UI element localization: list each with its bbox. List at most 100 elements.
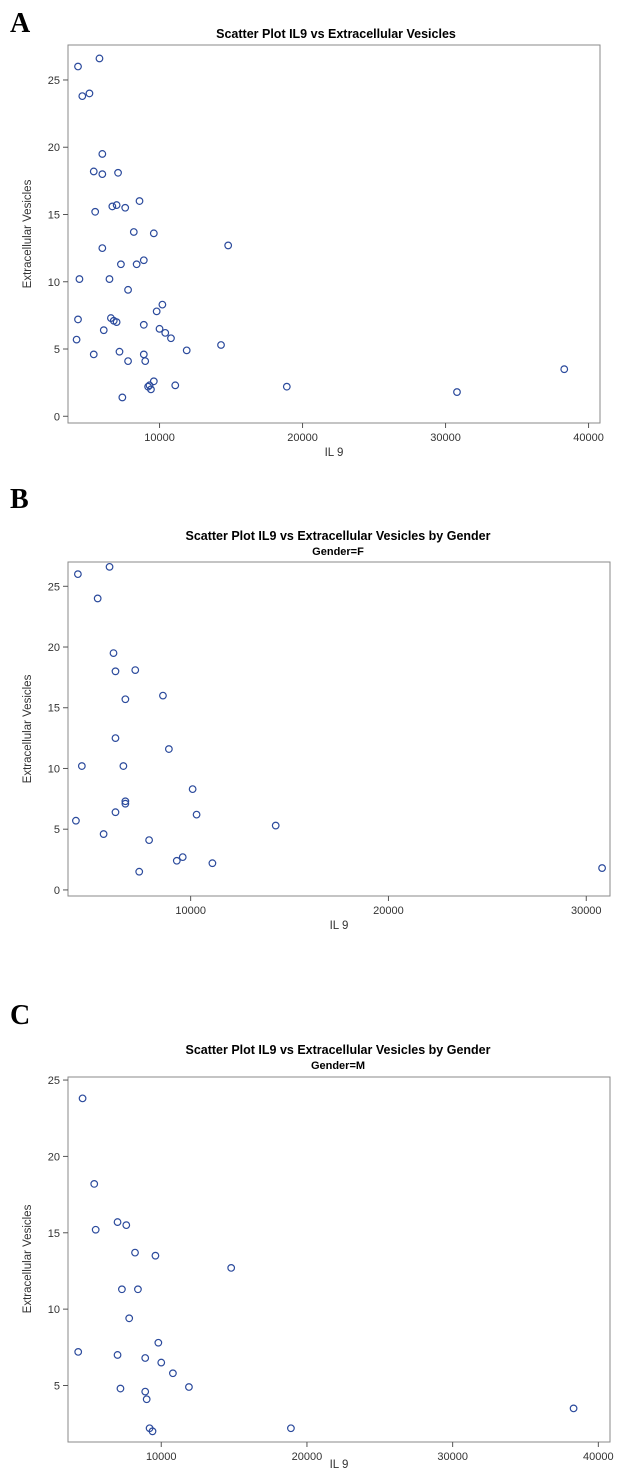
scatter-point xyxy=(155,324,164,333)
scatter-point xyxy=(167,334,175,343)
y-axis-label: Extracellular Vesicles xyxy=(22,674,34,783)
scatter-point xyxy=(105,562,114,571)
scatter-point xyxy=(78,92,87,101)
scatter-point xyxy=(151,1251,160,1260)
scatter-point xyxy=(159,691,167,700)
scatter-point xyxy=(75,275,84,283)
plot-frame xyxy=(67,561,611,897)
x-axis-label: IL 9 xyxy=(330,920,349,932)
panel-letter: B xyxy=(10,484,29,515)
scatter-point xyxy=(453,388,461,396)
scatter-point xyxy=(132,260,141,269)
scatter-point xyxy=(91,207,100,216)
y-tick-label: 10 xyxy=(48,1304,60,1316)
scatter-point xyxy=(147,385,155,394)
x-tick-label: 30000 xyxy=(437,1451,468,1463)
scatter-point xyxy=(598,864,606,872)
scatter-point xyxy=(141,1387,150,1396)
scatter-point xyxy=(145,836,154,845)
scatter-point xyxy=(125,1314,134,1323)
y-tick-label: 5 xyxy=(54,824,60,836)
scatter-point xyxy=(271,821,280,830)
scatter-point xyxy=(287,1424,295,1433)
scatter-point xyxy=(224,241,233,250)
scatter-point xyxy=(93,594,102,603)
y-tick-label: 25 xyxy=(48,75,60,87)
panel-a: A Scatter Plot IL9 vs Extracellular Vesi… xyxy=(10,8,604,459)
scatter-point xyxy=(111,667,120,676)
scatter-point xyxy=(121,695,130,704)
scatter-point xyxy=(118,1285,126,1294)
y-tick-label: 15 xyxy=(48,703,60,715)
scatter-point xyxy=(74,1347,83,1356)
scatter-point xyxy=(192,810,201,819)
scatter-points xyxy=(72,562,606,876)
scatter-point xyxy=(112,201,121,209)
scatter-point xyxy=(99,830,108,838)
scatter-point xyxy=(118,393,127,402)
panel-c: C Scatter Plot IL9 vs Extracellular Vesi… xyxy=(10,1000,614,1471)
x-tick-label: 10000 xyxy=(175,905,206,917)
scatter-point xyxy=(182,346,191,355)
chart-subtitle: Gender=F xyxy=(312,546,364,558)
scatter-point xyxy=(135,867,144,876)
scatter-point xyxy=(142,1395,151,1404)
scatter-points xyxy=(72,54,569,402)
scatter-point xyxy=(217,341,225,349)
scatter-point xyxy=(111,734,120,743)
scatter-point xyxy=(74,315,82,324)
panel-letter: A xyxy=(10,8,31,39)
y-tick-label: 20 xyxy=(48,142,60,154)
panel-letter: C xyxy=(10,1000,30,1031)
x-tick-label: 40000 xyxy=(573,432,604,444)
scatter-point xyxy=(115,347,124,356)
y-tick-label: 0 xyxy=(54,885,60,897)
scatter-point xyxy=(178,853,187,862)
chart-title: Scatter Plot IL9 vs Extracellular Vesicl… xyxy=(185,1043,490,1057)
plot-frame xyxy=(67,44,601,424)
scatter-point xyxy=(161,328,170,337)
y-tick-label: 20 xyxy=(48,642,60,654)
scatter-point xyxy=(135,197,144,205)
scatter-point xyxy=(85,89,94,98)
scatter-point xyxy=(117,260,125,269)
axis-ticks: 10000 20000 30000 0 5 10 15 20 25 xyxy=(48,581,602,917)
scatter-point xyxy=(98,150,107,158)
scatter-point xyxy=(116,1384,125,1393)
scatter-point xyxy=(149,377,158,386)
x-tick-label: 30000 xyxy=(430,432,461,444)
y-tick-label: 25 xyxy=(48,581,60,593)
scatter-point xyxy=(95,54,104,63)
x-tick-label: 20000 xyxy=(373,905,404,917)
scatter-point xyxy=(111,808,120,817)
y-tick-label: 10 xyxy=(48,277,60,289)
scatter-point xyxy=(282,382,291,391)
scatter-point xyxy=(119,762,128,770)
y-tick-label: 25 xyxy=(48,1075,60,1087)
scatter-point xyxy=(139,256,148,265)
y-tick-label: 20 xyxy=(48,1151,60,1163)
scatter-point xyxy=(121,203,130,212)
chart-subtitle: Gender=M xyxy=(311,1060,365,1072)
scatter-point xyxy=(105,275,114,283)
scatter-point xyxy=(131,666,140,674)
scatter-point xyxy=(152,307,161,316)
scatter-point xyxy=(113,1351,122,1359)
scatter-point xyxy=(131,1248,139,1257)
scatter-point xyxy=(169,1369,177,1378)
x-tick-label: 30000 xyxy=(571,905,602,917)
scatter-point xyxy=(164,745,173,753)
y-axis-label: Extracellular Vesicles xyxy=(22,1204,34,1313)
scatter-point xyxy=(129,228,138,236)
scatter-point xyxy=(112,318,121,327)
scatter-point xyxy=(149,229,158,238)
axis-ticks: 10000 20000 30000 40000 5 10 15 20 25 xyxy=(48,1075,614,1463)
scatter-point xyxy=(141,357,150,366)
y-tick-label: 5 xyxy=(54,344,60,356)
scatter-point xyxy=(77,762,86,770)
scatter-point xyxy=(124,357,132,366)
scatter-point xyxy=(91,1225,100,1234)
scatter-point xyxy=(185,1383,193,1391)
y-tick-label: 0 xyxy=(54,411,60,423)
